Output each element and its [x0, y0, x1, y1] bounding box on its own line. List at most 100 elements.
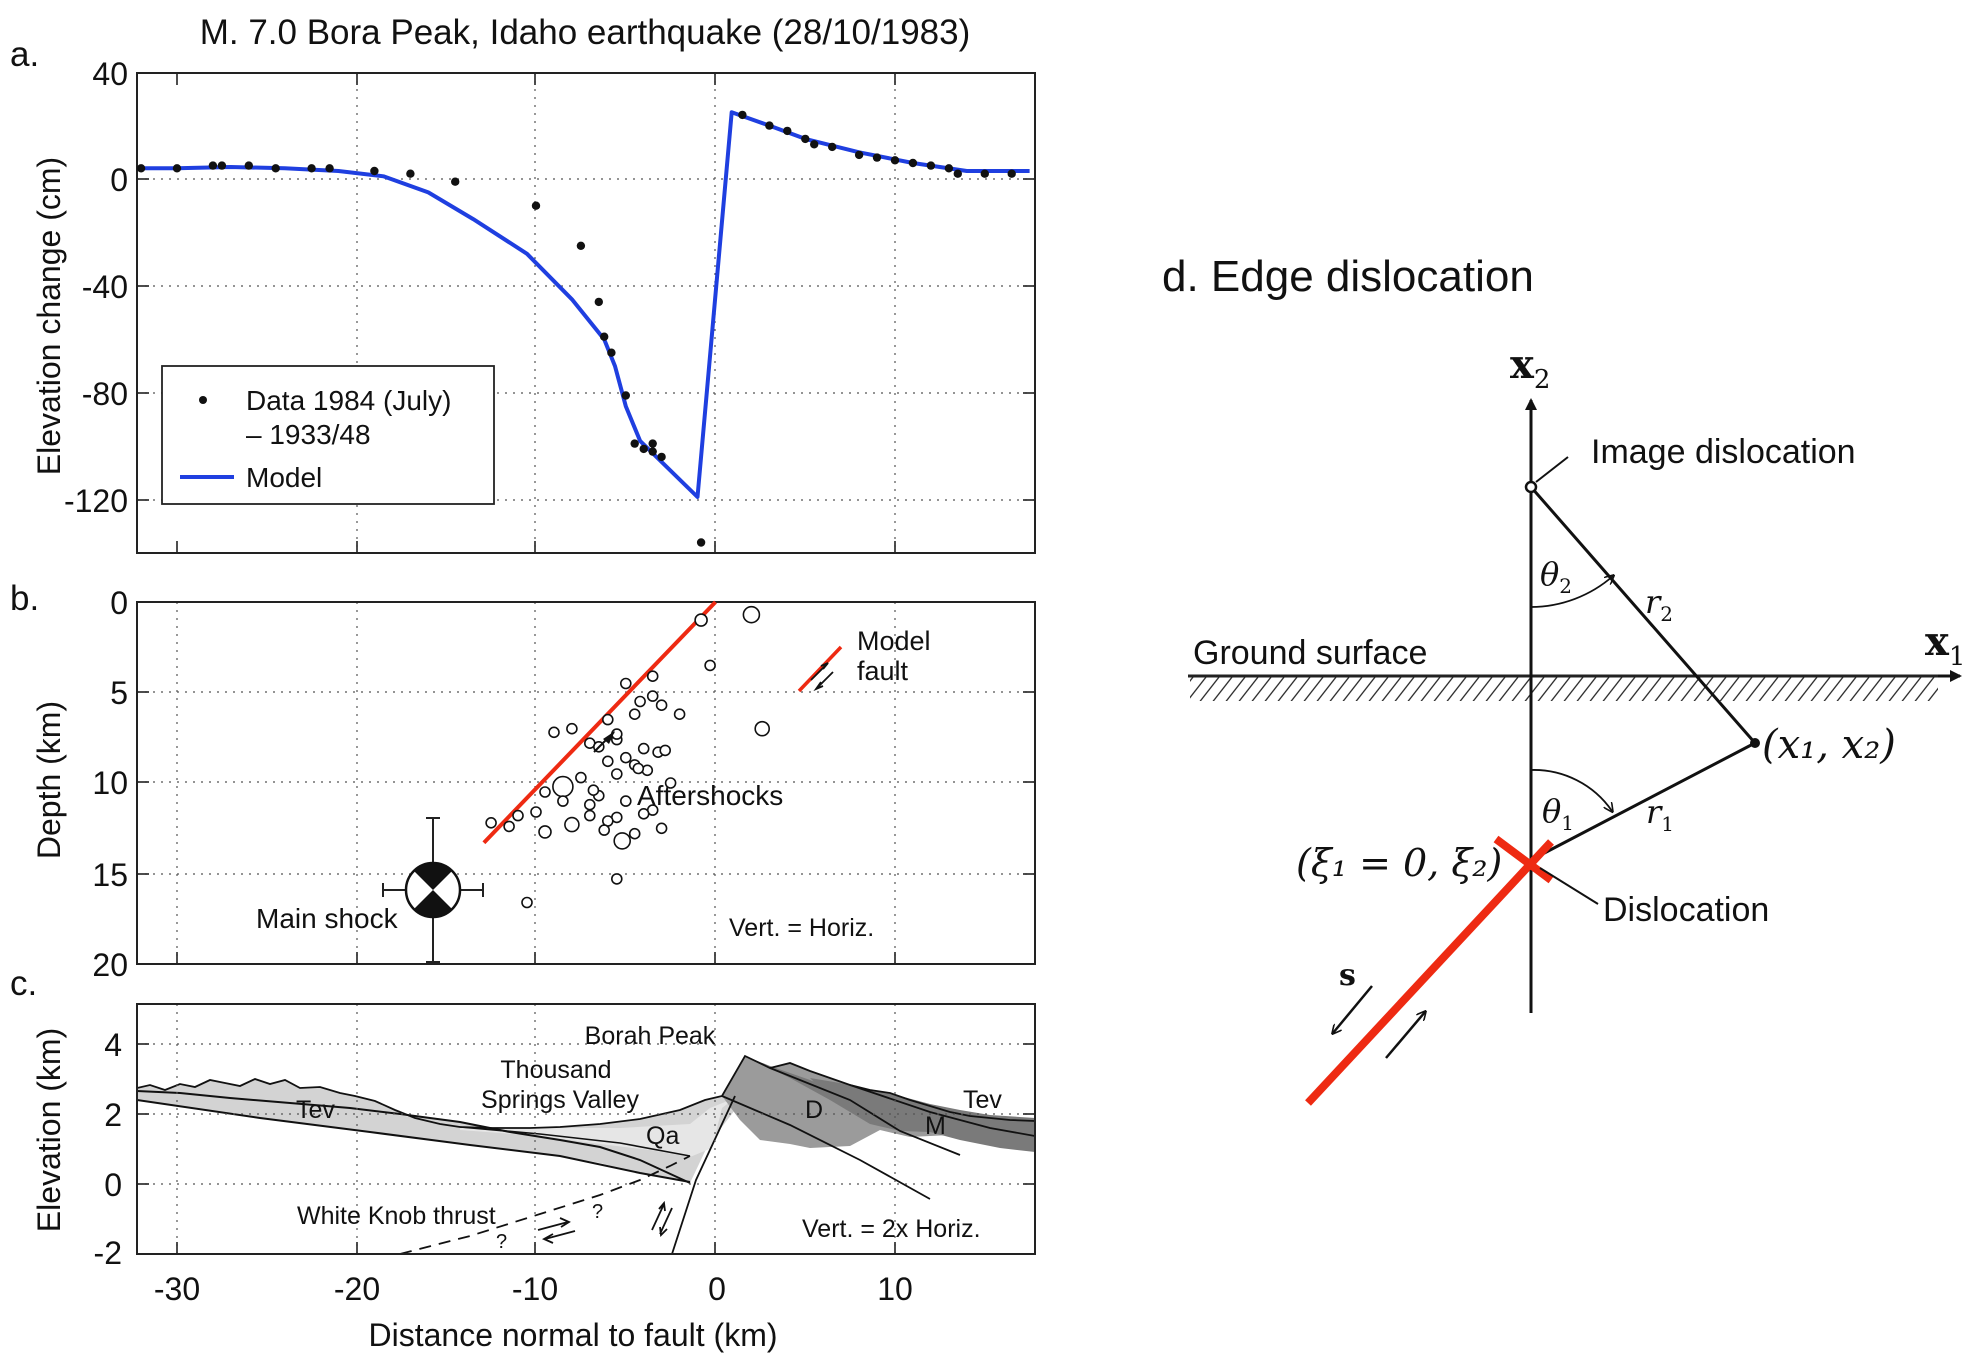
legend-data-label-line2: – 1933/48 [246, 419, 371, 450]
data-point [451, 177, 460, 186]
borah-peak-label: Borah Peak [585, 1022, 716, 1050]
panel-c-y-axis-label: Elevation (km) [31, 1028, 67, 1233]
slip-arrow-icon [537, 1217, 571, 1231]
panel-a-axes-frame [136, 72, 1036, 554]
aftershock-marker [564, 816, 580, 833]
aftershock-marker [634, 695, 646, 708]
aftershock-marker [601, 755, 614, 768]
panel-c-x-axis-label: Distance normal to fault (km) [368, 1317, 777, 1353]
field-point-label: (x₁, x₂) [1762, 722, 1896, 768]
data-point [325, 164, 334, 173]
x2-axis-label: x2 [1510, 341, 1550, 395]
panel-a: a. M. 7.0 Bora Peak, Idaho earthquake (2… [10, 13, 1036, 554]
aftershock-marker [512, 809, 524, 822]
aftershock-marker [583, 798, 596, 811]
data-point [872, 153, 882, 162]
model-fault-symbol [797, 645, 843, 693]
tev-right-label: Tev [963, 1086, 1002, 1114]
panel-d-title: d. Edge dislocation [1162, 252, 1534, 301]
aftershock-marker [694, 613, 708, 627]
aftershock-marker [619, 677, 632, 690]
aftershock-marker [566, 722, 578, 735]
data-point [890, 156, 900, 165]
dislocation-coordinates-label: (ξ₁ = 0, ξ₂) [1296, 841, 1502, 885]
scale-note-c: Vert. = 2x Horiz. [802, 1215, 981, 1243]
y-tick-label: -120 [64, 483, 128, 519]
panel-b: b. Depth (km) 0 5 10 15 20 [10, 579, 1036, 983]
data-point [696, 538, 706, 547]
data-point [648, 439, 657, 448]
panel-b-gridlines [137, 602, 1035, 964]
data-point [576, 241, 586, 250]
y-tick-label: 15 [92, 857, 128, 893]
data-point [307, 164, 316, 173]
aftershock-marker [619, 751, 632, 764]
data-point [1007, 169, 1016, 178]
y-tick-label: -2 [94, 1235, 122, 1271]
panel-c-axes-frame [136, 1003, 1036, 1255]
data-point [801, 134, 810, 144]
x-tick-label: 10 [877, 1271, 913, 1307]
data-point [639, 444, 648, 454]
aftershock-marker [613, 832, 632, 850]
cross-section-labels: Borah Peak Thousand Springs Valley Tev Q… [296, 1022, 1002, 1253]
panel-a-y-tick-labels: 40 0 -40 -80 -120 [64, 56, 128, 519]
x-tick-label: -10 [512, 1271, 558, 1307]
aftershock-marker [539, 786, 551, 798]
aftershock-marker [610, 873, 623, 885]
data-point [828, 142, 837, 152]
slip-arrow-icon [1385, 1012, 1425, 1059]
dislocation-leader [1539, 867, 1599, 905]
data-point [908, 158, 918, 168]
aftershock-marker [673, 708, 686, 721]
m-unit [745, 1056, 900, 1131]
panel-a-title: M. 7.0 Bora Peak, Idaho earthquake (28/1… [200, 13, 971, 52]
tev-left-label: Tev [296, 1096, 335, 1124]
dislocation-plane [1305, 839, 1554, 1106]
legend-box [161, 365, 495, 505]
data-point [531, 201, 541, 210]
aftershock-marker [552, 775, 574, 798]
model-fault-line [797, 645, 843, 693]
image-dislocation-label: Image dislocation [1591, 433, 1856, 471]
aftershock-marker [610, 768, 623, 780]
y-tick-label: 5 [110, 675, 128, 711]
fault-slip-arrows [593, 731, 615, 753]
aftershock-marker [575, 771, 587, 784]
data-point [217, 161, 227, 170]
panel-a-y-ticks [137, 72, 1035, 501]
aftershocks-label: Aftershocks [637, 780, 783, 811]
y-tick-label: 20 [92, 947, 128, 983]
r2-label: r2 [1645, 583, 1673, 626]
panel-b-ticks [137, 691, 1035, 964]
aftershock-marker [548, 726, 560, 739]
model-fault-label-line2: fault [857, 656, 909, 686]
data-point [765, 121, 774, 130]
x1-axis-label: x1 [1925, 618, 1965, 672]
slip-arrow-icon [541, 1230, 576, 1244]
data-point [738, 110, 747, 120]
legend-model-label: Model [246, 462, 322, 493]
x-tick-label: 0 [708, 1271, 726, 1307]
data-point [621, 391, 630, 400]
r1-label: r1 [1646, 793, 1674, 836]
panel-d: d. Edge dislocation x2 x1 Image dislocat… [1162, 252, 1965, 1106]
panel-a-x-ticks [176, 73, 896, 553]
data-point [600, 332, 609, 341]
aftershock-marker [557, 795, 569, 807]
y-tick-label: 2 [104, 1097, 122, 1133]
valley-label-line2: Springs Valley [481, 1086, 639, 1114]
panel-a-legend: Data 1984 (July) – 1933/48 Model [161, 365, 495, 505]
thrust-slip-arrows [537, 1200, 673, 1244]
slip-vector-label: s [1339, 958, 1356, 993]
dislocation-symbol [1493, 835, 1554, 884]
aftershock-marker [583, 809, 596, 822]
aftershock-marker [754, 720, 771, 737]
qa-unit [460, 1098, 735, 1157]
uncertain-marker: ? [496, 1231, 507, 1253]
aftershock-marker [637, 807, 650, 820]
panel-a-y-axis-label: Elevation change (cm) [31, 157, 67, 475]
cross-section-units [137, 1054, 1035, 1254]
y-tick-label: -40 [82, 269, 128, 305]
